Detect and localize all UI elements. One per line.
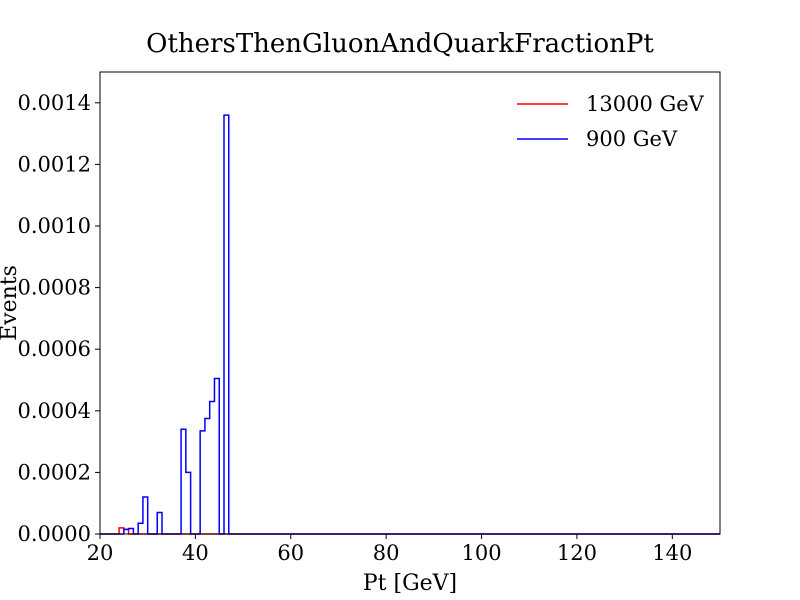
legend: 13000 GeV 900 GeV (517, 92, 705, 151)
legend-label: 900 GeV (586, 127, 678, 151)
x-tick-label: 100 (461, 541, 501, 565)
y-tick-label: 0.0010 (18, 214, 91, 238)
y-axis: 0.0000 0.0002 0.0004 0.0006 0.0008 0.0010 0.00… (18, 91, 100, 546)
x-tick-label: 120 (557, 541, 597, 565)
y-tick-label: 0.0004 (18, 399, 91, 423)
y-tick-label: 0.0002 (18, 460, 91, 484)
y-tick-label: 0.0006 (18, 337, 91, 361)
y-tick-label: 0.0012 (18, 152, 91, 176)
plot-frame (99, 71, 721, 535)
y-tick-label: 0.0008 (18, 276, 91, 300)
chart-title: OthersThenGluonAndQuarkFractionPt (146, 29, 654, 59)
x-axis-label: Pt [GeV] (363, 571, 457, 596)
x-tick-label: 80 (373, 541, 400, 565)
y-axis-label: Events (0, 265, 22, 341)
x-tick-label: 40 (182, 541, 209, 565)
x-tick-label: 20 (87, 541, 114, 565)
x-tick-label: 140 (652, 541, 692, 565)
legend-label: 13000 GeV (586, 92, 705, 116)
x-tick-label: 60 (277, 541, 304, 565)
x-axis: 20 40 60 80 100 120 140 (87, 534, 692, 565)
y-tick-label: 0.0000 (18, 522, 91, 546)
y-tick-label: 0.0014 (18, 91, 91, 115)
